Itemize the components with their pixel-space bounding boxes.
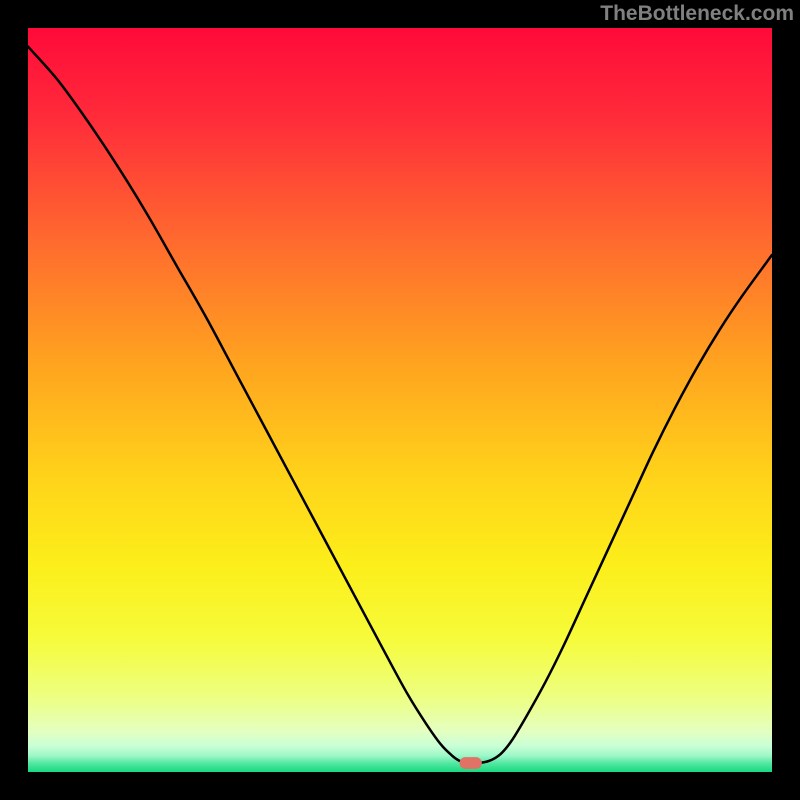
chart-frame: TheBottleneck.com xyxy=(0,0,800,800)
optimum-marker xyxy=(460,757,482,769)
watermark-text: TheBottleneck.com xyxy=(600,2,794,26)
bottleneck-chart xyxy=(0,0,800,800)
plot-background xyxy=(28,28,772,772)
